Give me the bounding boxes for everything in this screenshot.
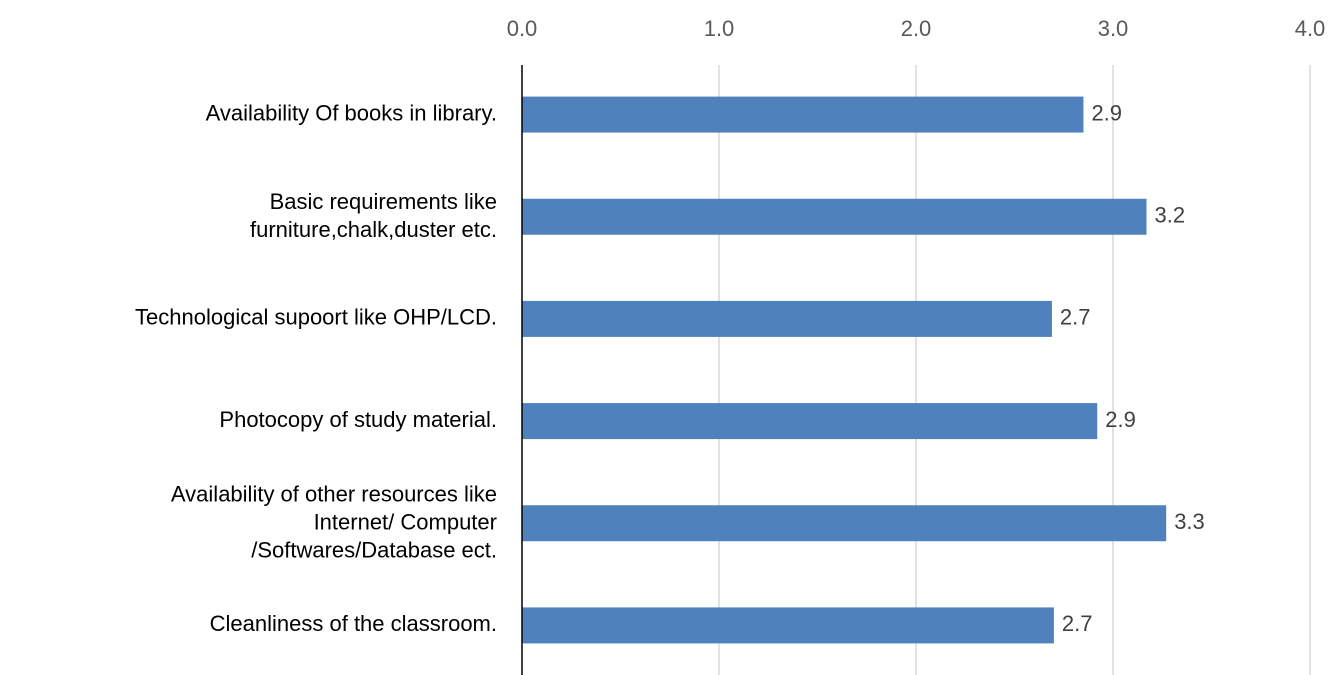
value-label: 2.7: [1062, 611, 1093, 636]
x-tick-label: 2.0: [901, 16, 932, 41]
bar: [522, 198, 1147, 235]
y-tick-label: Basic requirements like furniture,chalk,d…: [250, 189, 497, 242]
x-tick-label: 0.0: [507, 16, 538, 41]
y-tick-label: Availability of other resources like Inte…: [171, 481, 497, 562]
x-tick-label: 3.0: [1098, 16, 1129, 41]
bar: [522, 96, 1084, 133]
value-label: 2.9: [1105, 407, 1136, 432]
bar: [522, 403, 1098, 440]
value-label: 3.2: [1154, 203, 1185, 228]
bar: [522, 607, 1054, 644]
value-label: 2.9: [1091, 100, 1122, 125]
x-tick-label: 1.0: [704, 16, 735, 41]
y-tick-label: Technological supoort like OHP/LCD.: [135, 305, 497, 330]
value-label: 3.3: [1174, 509, 1205, 534]
bar: [522, 505, 1167, 542]
y-tick-label: Photocopy of study material.: [219, 407, 497, 432]
y-tick-label: Availability Of books in library.: [206, 100, 497, 125]
value-label: 2.7: [1060, 305, 1091, 330]
y-tick-label: Cleanliness of the classroom.: [210, 611, 497, 636]
x-tick-label: 4.0: [1295, 16, 1326, 41]
bar: [522, 300, 1052, 337]
